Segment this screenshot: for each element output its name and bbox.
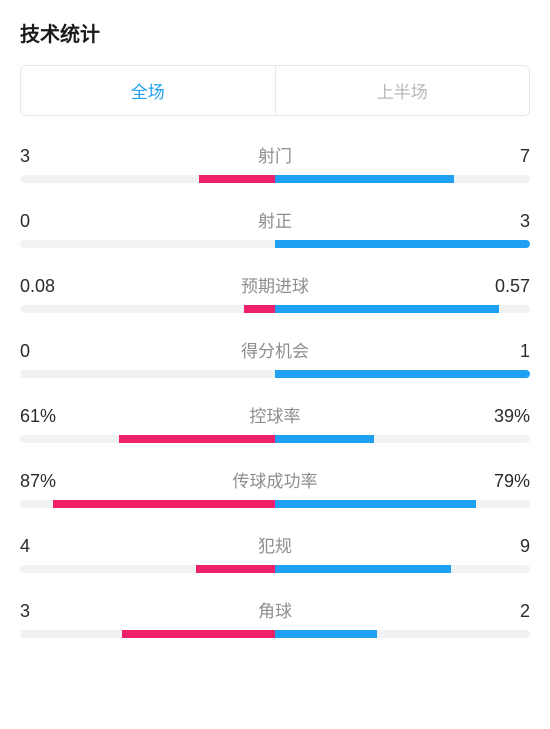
stat-row: 0.08 预期进球 0.57 [20, 272, 530, 313]
stat-bar-right-track [275, 305, 530, 313]
stat-bar [20, 630, 530, 638]
stat-bar-left-track [20, 370, 275, 378]
stat-right-value: 1 [470, 341, 530, 362]
stat-row: 0 得分机会 1 [20, 337, 530, 378]
stat-name-label: 预期进球 [241, 272, 309, 297]
stat-bar [20, 500, 530, 508]
stat-bar-right-track [275, 240, 530, 248]
stat-bar-left-track [20, 630, 275, 638]
panel-title: 技术统计 [20, 18, 530, 47]
stat-bar [20, 435, 530, 443]
stat-left-value: 4 [20, 536, 80, 557]
stat-labels: 87% 传球成功率 79% [20, 467, 530, 492]
stat-right-value: 79% [470, 471, 530, 492]
stat-bar-left-fill [119, 435, 275, 443]
stat-name-label: 传球成功率 [233, 467, 318, 492]
stat-bar [20, 175, 530, 183]
stat-labels: 61% 控球率 39% [20, 402, 530, 427]
stat-labels: 3 射门 7 [20, 142, 530, 167]
stat-bar-right-track [275, 370, 530, 378]
stat-bar-right-fill [275, 630, 377, 638]
stat-row: 4 犯规 9 [20, 532, 530, 573]
stat-bar-right-track [275, 630, 530, 638]
stat-row: 3 角球 2 [20, 597, 530, 638]
stat-bar-left-track [20, 565, 275, 573]
stat-bar-left-fill [196, 565, 275, 573]
stat-bar-left-track [20, 500, 275, 508]
stat-bar-left-track [20, 435, 275, 443]
stat-bar-right-fill [275, 500, 476, 508]
stat-bar-left-track [20, 175, 275, 183]
stat-labels: 0 射正 3 [20, 207, 530, 232]
stat-bar-right-track [275, 435, 530, 443]
stat-bar [20, 370, 530, 378]
stat-name-label: 控球率 [250, 402, 301, 427]
stat-row: 3 射门 7 [20, 142, 530, 183]
stat-row: 61% 控球率 39% [20, 402, 530, 443]
stat-bar-right-fill [275, 370, 530, 378]
stat-labels: 4 犯规 9 [20, 532, 530, 557]
stat-bar-right-track [275, 565, 530, 573]
stat-labels: 3 角球 2 [20, 597, 530, 622]
stat-name-label: 射正 [258, 207, 292, 232]
stat-left-value: 3 [20, 601, 80, 622]
stat-bar-right-fill [275, 305, 499, 313]
stat-right-value: 39% [470, 406, 530, 427]
stat-bar-left-track [20, 240, 275, 248]
stat-bar-right-fill [275, 240, 530, 248]
stat-bar [20, 305, 530, 313]
stat-bar-right-track [275, 175, 530, 183]
stats-list: 3 射门 7 0 射正 3 0.08 预期进球 0.57 0 得分机会 1 61% 控球率 39% 87% 传球… [20, 142, 530, 638]
stat-labels: 0 得分机会 1 [20, 337, 530, 362]
stat-bar [20, 565, 530, 573]
stat-right-value: 3 [470, 211, 530, 232]
stat-bar-left-fill [53, 500, 275, 508]
stat-right-value: 9 [470, 536, 530, 557]
period-tabs: 全场 上半场 [20, 65, 530, 116]
tab-first-half[interactable]: 上半场 [275, 66, 530, 115]
stat-name-label: 得分机会 [241, 337, 309, 362]
stat-name-label: 射门 [258, 142, 292, 167]
stat-row: 87% 传球成功率 79% [20, 467, 530, 508]
stat-right-value: 2 [470, 601, 530, 622]
stat-name-label: 角球 [258, 597, 292, 622]
stat-bar-left-fill [122, 630, 275, 638]
tab-full-match[interactable]: 全场 [21, 66, 275, 115]
stat-left-value: 0 [20, 341, 80, 362]
stat-left-value: 0 [20, 211, 80, 232]
stat-bar-left-track [20, 305, 275, 313]
stat-right-value: 7 [470, 146, 530, 167]
stat-right-value: 0.57 [470, 276, 530, 297]
stat-bar-right-fill [275, 565, 451, 573]
stat-labels: 0.08 预期进球 0.57 [20, 272, 530, 297]
stat-bar-right-fill [275, 175, 454, 183]
stat-name-label: 犯规 [258, 532, 292, 557]
stat-bar-left-fill [244, 305, 275, 313]
stat-row: 0 射正 3 [20, 207, 530, 248]
stat-bar [20, 240, 530, 248]
stats-panel: 技术统计 全场 上半场 3 射门 7 0 射正 3 0.08 预期进球 0.57 0 得分机会 1 61… [0, 0, 550, 638]
stat-left-value: 61% [20, 406, 80, 427]
stat-left-value: 3 [20, 146, 80, 167]
stat-bar-left-fill [199, 175, 276, 183]
stat-left-value: 0.08 [20, 276, 80, 297]
stat-left-value: 87% [20, 471, 80, 492]
stat-bar-right-track [275, 500, 530, 508]
stat-bar-right-fill [275, 435, 374, 443]
